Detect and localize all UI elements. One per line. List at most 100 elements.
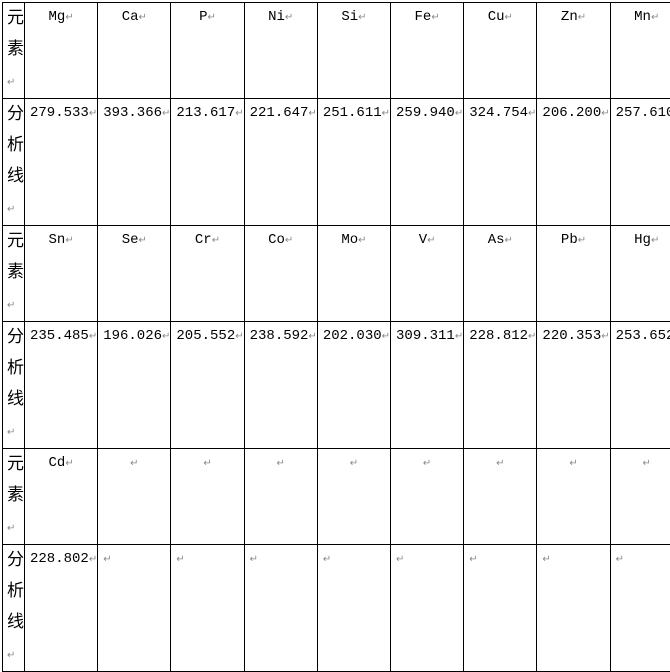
paragraph-mark-icon: ↵ xyxy=(285,235,293,246)
paragraph-mark-icon: ↵ xyxy=(7,300,15,311)
paragraph-mark-icon: ↵ xyxy=(208,12,216,23)
paragraph-mark-icon: ↵ xyxy=(382,331,390,342)
paragraph-mark-icon: ↵ xyxy=(431,12,439,23)
analysis-line-row: 分析线↵279.533↵393.366↵213.617↵221.647↵251.… xyxy=(3,99,670,226)
paragraph-mark-icon: ↵ xyxy=(505,12,513,23)
cell-text: 202.030 xyxy=(323,328,382,344)
element-cell: ↵ xyxy=(391,449,464,545)
cell-text: Ni xyxy=(268,9,285,25)
row-label-char: 素 xyxy=(7,262,24,282)
paragraph-mark-icon: ↵ xyxy=(7,427,15,438)
element-cell: Sn↵ xyxy=(25,226,98,322)
cell-text: V xyxy=(419,232,427,248)
paragraph-mark-icon: ↵ xyxy=(203,458,211,469)
cell-text: Co xyxy=(268,232,285,248)
row-label-char: 析 xyxy=(7,358,24,378)
analysis-line-cell: 196.026↵ xyxy=(98,322,171,449)
paragraph-mark-icon: ↵ xyxy=(651,235,659,246)
row-label-char: 析 xyxy=(7,581,24,601)
cell-text: Mn xyxy=(634,9,651,25)
cell-text: Mg xyxy=(49,9,66,25)
paragraph-mark-icon: ↵ xyxy=(176,554,184,565)
cell-text: As xyxy=(488,232,505,248)
analysis-line-cell: 253.652↵ xyxy=(610,322,670,449)
cell-text: 228.802 xyxy=(30,551,89,567)
paragraph-mark-icon: ↵ xyxy=(235,331,243,342)
paragraph-mark-icon: ↵ xyxy=(250,554,258,565)
element-cell: Pb↵ xyxy=(537,226,610,322)
paragraph-mark-icon: ↵ xyxy=(643,458,651,469)
paragraph-mark-icon: ↵ xyxy=(350,458,358,469)
row-label: 分析线↵ xyxy=(3,322,25,449)
paragraph-mark-icon: ↵ xyxy=(358,12,366,23)
cell-text: 213.617 xyxy=(176,105,235,121)
paragraph-mark-icon: ↵ xyxy=(469,554,477,565)
cell-text: 206.200 xyxy=(542,105,601,121)
row-label-char: 线 xyxy=(7,612,24,632)
analysis-line-cell: ↵ xyxy=(464,545,537,672)
element-cell: Ni↵ xyxy=(244,3,317,99)
cell-text: 251.611 xyxy=(323,105,382,121)
analysis-line-row: 分析线↵228.802↵↵↵↵↵↵↵↵↵ xyxy=(3,545,670,672)
paragraph-mark-icon: ↵ xyxy=(139,12,147,23)
cell-text: P xyxy=(199,9,207,25)
analysis-line-cell: 257.610↵ xyxy=(610,99,670,226)
element-cell: Co↵ xyxy=(244,226,317,322)
row-label-char: 分 xyxy=(7,550,24,570)
analysis-line-cell: 228.812↵ xyxy=(464,322,537,449)
analysis-line-cell: 202.030↵ xyxy=(317,322,390,449)
analysis-line-row: 分析线↵235.485↵196.026↵205.552↵238.592↵202.… xyxy=(3,322,670,449)
row-label: 元素↵ xyxy=(3,449,25,545)
paragraph-mark-icon: ↵ xyxy=(542,554,550,565)
analysis-line-cell: 220.353↵ xyxy=(537,322,610,449)
paragraph-mark-icon: ↵ xyxy=(212,235,220,246)
cell-text: 221.647 xyxy=(250,105,309,121)
paragraph-mark-icon: ↵ xyxy=(358,235,366,246)
analysis-line-cell: 324.754↵ xyxy=(464,99,537,226)
element-cell: Zn↵ xyxy=(537,3,610,99)
paragraph-mark-icon: ↵ xyxy=(505,235,513,246)
paragraph-mark-icon: ↵ xyxy=(427,235,435,246)
cell-text: 228.812 xyxy=(469,328,528,344)
element-row: 元素↵Cd↵↵↵↵↵↵↵↵↵ xyxy=(3,449,670,545)
paragraph-mark-icon: ↵ xyxy=(103,554,111,565)
paragraph-mark-icon: ↵ xyxy=(130,458,138,469)
paragraph-mark-icon: ↵ xyxy=(578,12,586,23)
paragraph-mark-icon: ↵ xyxy=(578,235,586,246)
element-cell: P↵ xyxy=(171,3,244,99)
paragraph-mark-icon: ↵ xyxy=(455,331,463,342)
analysis-line-cell: ↵ xyxy=(610,545,670,672)
paragraph-mark-icon: ↵ xyxy=(89,554,97,565)
analysis-line-cell: 205.552↵ xyxy=(171,322,244,449)
cell-text: 196.026 xyxy=(103,328,162,344)
element-cell: Mg↵ xyxy=(25,3,98,99)
element-cell: Cr↵ xyxy=(171,226,244,322)
cell-text: 279.533 xyxy=(30,105,89,121)
element-row: 元素↵Sn↵Se↵Cr↵Co↵Mo↵V↵As↵Pb↵Hg↵ xyxy=(3,226,670,322)
paragraph-mark-icon: ↵ xyxy=(89,331,97,342)
element-cell: Se↵ xyxy=(98,226,171,322)
cell-text: Fe xyxy=(415,9,432,25)
cell-text: Cu xyxy=(488,9,505,25)
paragraph-mark-icon: ↵ xyxy=(277,458,285,469)
analysis-line-cell: 235.485↵ xyxy=(25,322,98,449)
paragraph-mark-icon: ↵ xyxy=(7,204,15,215)
row-label-char: 元 xyxy=(7,454,24,474)
paragraph-mark-icon: ↵ xyxy=(569,458,577,469)
row-label-char: 线 xyxy=(7,166,24,186)
analysis-line-cell: 213.617↵ xyxy=(171,99,244,226)
analysis-line-cell: ↵ xyxy=(171,545,244,672)
paragraph-mark-icon: ↵ xyxy=(308,331,316,342)
paragraph-mark-icon: ↵ xyxy=(7,77,15,88)
paragraph-mark-icon: ↵ xyxy=(528,108,536,119)
paragraph-mark-icon: ↵ xyxy=(65,235,73,246)
paragraph-mark-icon: ↵ xyxy=(601,331,609,342)
element-cell: Cd↵ xyxy=(25,449,98,545)
paragraph-mark-icon: ↵ xyxy=(651,12,659,23)
paragraph-mark-icon: ↵ xyxy=(396,554,404,565)
analysis-line-cell: 279.533↵ xyxy=(25,99,98,226)
cell-text: Pb xyxy=(561,232,578,248)
paragraph-mark-icon: ↵ xyxy=(308,108,316,119)
paragraph-mark-icon: ↵ xyxy=(601,108,609,119)
